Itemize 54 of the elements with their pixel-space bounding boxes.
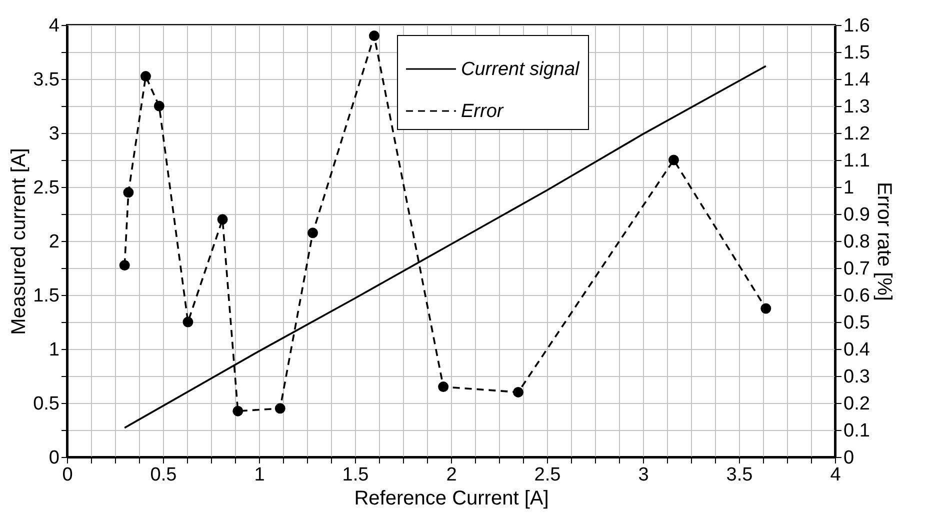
- y-tick-label: 0.5: [33, 394, 60, 414]
- y2-tick-label: 1.5: [844, 42, 870, 64]
- y2-tick-label: 0.8: [844, 232, 870, 252]
- y2-tick-label: 1.2: [844, 124, 870, 144]
- x-axis-title: Reference Current [A]: [354, 488, 549, 510]
- y2-tick-label: 0.5: [844, 312, 870, 334]
- x-tick-label: 0: [62, 464, 73, 486]
- point: [123, 187, 134, 198]
- x-tick-label: 3: [638, 464, 649, 486]
- point: [274, 403, 286, 414]
- point: [438, 382, 449, 392]
- y2-tick-label: 0.3: [844, 366, 870, 388]
- point: [154, 100, 164, 112]
- x-tick-label: 1.5: [342, 464, 369, 486]
- y-tick-label: 3: [48, 124, 60, 144]
- y2-tick-label: 1.1: [844, 150, 870, 172]
- point: [308, 228, 318, 238]
- point: [182, 316, 194, 328]
- y-tick-label: 1: [48, 340, 60, 360]
- y2-tick-label: 1: [844, 178, 854, 198]
- y-tick-label: 2.5: [33, 178, 60, 198]
- y2-tick-label: 0.7: [844, 258, 870, 280]
- y2-tick-label: 0.6: [844, 286, 870, 306]
- y2-axis-title: Error rate [%]: [872, 182, 895, 301]
- x-tick-label: 4: [830, 464, 842, 486]
- y2-tick-label: 1.4: [844, 70, 870, 90]
- legend-label: Current signal: [461, 59, 580, 80]
- y2-tick-label: 0.9: [844, 204, 870, 226]
- x-tick-label: 2.5: [534, 464, 561, 486]
- y-tick-label: 3.5: [33, 70, 60, 90]
- y-tick-label: 1.5: [33, 286, 60, 306]
- y2-tick-label: 0.1: [844, 420, 870, 442]
- y2-tick-label: 1.3: [844, 96, 870, 118]
- point: [232, 406, 244, 416]
- x-tick-label: 0.5: [150, 464, 177, 486]
- legend-label: Error: [461, 101, 504, 122]
- y2-tick-label: 0: [844, 448, 854, 468]
- point: [368, 30, 380, 42]
- y-tick-label: 0: [48, 448, 60, 468]
- point: [119, 260, 130, 271]
- y-axis-title: Measured current [A]: [8, 148, 30, 335]
- y2-tick-label: 0.4: [844, 340, 870, 360]
- point: [760, 303, 772, 314]
- y-tick-label: 4: [48, 16, 60, 36]
- y2-tick-label: 1.6: [844, 16, 870, 36]
- x-tick-label: 2: [446, 464, 457, 486]
- y2-tick-label: 0.2: [844, 394, 870, 414]
- point: [140, 71, 151, 82]
- y-tick-label: 2: [48, 232, 60, 252]
- x-tick-label: 3.5: [726, 464, 753, 486]
- point: [668, 154, 679, 166]
- x-tick-label: 1: [254, 464, 265, 486]
- point: [217, 214, 228, 225]
- point: [512, 386, 524, 398]
